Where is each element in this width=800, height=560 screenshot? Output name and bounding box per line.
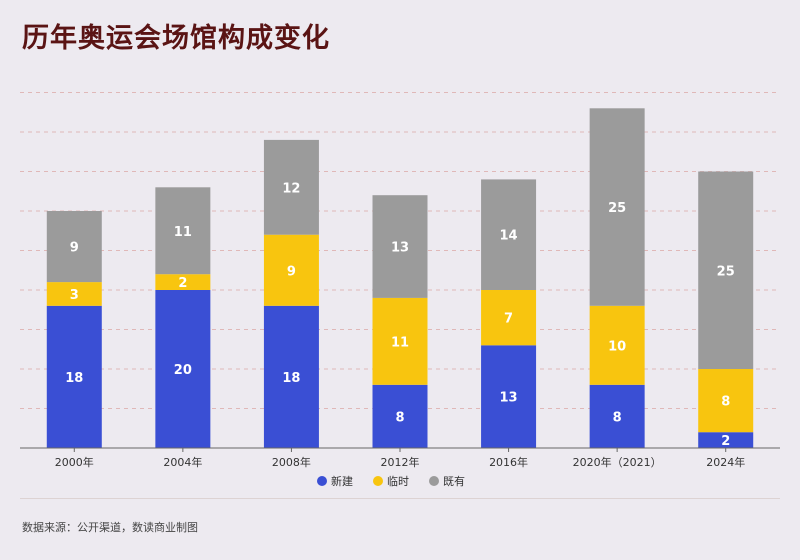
data-label: 18 (65, 371, 83, 386)
bar-segment-临时 (372, 297, 428, 385)
data-label: 8 (721, 395, 730, 410)
legend-label-既有: 既有 (443, 474, 465, 488)
bar-segment-临时 (481, 290, 537, 346)
bar-segment-临时 (589, 305, 645, 385)
x-tick-label: 2000年 (55, 455, 94, 469)
x-tick-label: 2024年 (706, 455, 745, 469)
data-label: 20 (174, 363, 192, 378)
bar-segment-既有 (481, 179, 537, 290)
chart-title: 历年奥运会场馆构成变化 (22, 23, 330, 54)
bar-segment-新建 (155, 290, 211, 448)
data-label: 13 (391, 241, 409, 256)
legend-swatch-临时 (373, 476, 383, 486)
data-label: 7 (504, 312, 513, 327)
data-label: 2 (721, 434, 730, 449)
legend-swatch-新建 (317, 476, 327, 486)
data-label: 9 (287, 264, 296, 279)
data-label: 8 (613, 410, 622, 425)
data-label: 12 (282, 181, 300, 196)
data-label: 3 (70, 288, 79, 303)
data-label: 8 (395, 410, 404, 425)
data-label: 11 (391, 335, 409, 350)
data-label: 9 (70, 241, 79, 256)
x-tick-label: 2020年（2021） (573, 455, 662, 469)
bar-segment-新建 (372, 384, 428, 448)
data-label: 14 (500, 229, 518, 244)
x-tick-label: 2016年 (489, 455, 528, 469)
x-tick-label: 2004年 (163, 455, 202, 469)
data-label: 25 (608, 201, 626, 216)
x-tick-label: 2008年 (272, 455, 311, 469)
bar-segment-新建 (698, 432, 754, 448)
data-label: 11 (174, 225, 192, 240)
bar-segment-新建 (589, 384, 645, 448)
legend-label-新建: 新建 (331, 474, 353, 488)
data-label: 13 (500, 391, 518, 406)
bar-segment-临时 (698, 369, 754, 433)
data-label: 10 (608, 339, 626, 354)
footer-divider (20, 498, 780, 499)
bar-segment-临时 (263, 234, 319, 306)
bar-segment-既有 (698, 171, 754, 369)
bar-segment-既有 (263, 139, 319, 235)
bar-segment-既有 (46, 211, 102, 283)
bar-segment-既有 (155, 187, 211, 275)
bar-segment-临时 (46, 282, 102, 306)
stacked-bar-chart: 18 3 9 2000年 20 2 11 2004年 18 9 12 2008年 8 11 13 2012年 1… (20, 92, 780, 488)
data-label: 25 (717, 264, 735, 279)
source-note: 数据来源：公开渠道，数读商业制图 (22, 521, 198, 534)
bar-segment-新建 (46, 305, 102, 448)
data-label: 18 (282, 371, 300, 386)
x-tick-label: 2012年 (381, 455, 420, 469)
bar-segment-新建 (263, 305, 319, 448)
bar-segment-既有 (372, 195, 428, 298)
bar-segment-既有 (589, 108, 645, 306)
bar-segment-临时 (155, 274, 211, 290)
bar-segment-新建 (481, 345, 537, 448)
legend-label-临时: 临时 (387, 474, 409, 488)
legend-swatch-既有 (429, 476, 439, 486)
data-label: 2 (178, 276, 187, 291)
